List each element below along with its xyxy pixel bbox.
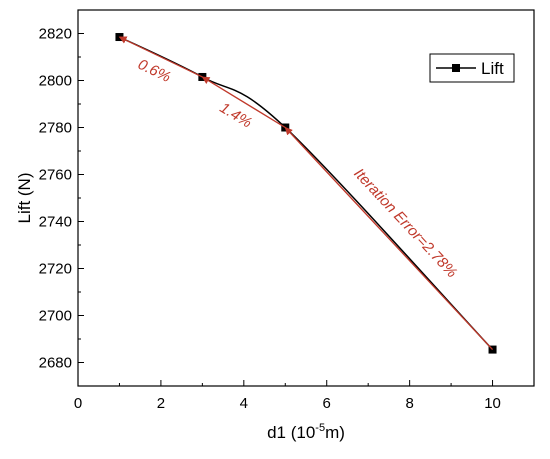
y-tick-label: 2800 — [39, 73, 72, 90]
legend-label: Lift — [481, 59, 504, 78]
y-tick-label: 2760 — [39, 167, 72, 184]
ticks-layer: 0 2 4 6 8 10 2680 2700 2720 2740 2760 2780 2800 2820 — [39, 26, 501, 413]
y-tick-label: 2740 — [39, 214, 72, 231]
y-axis-title: Lift (N) — [15, 173, 34, 224]
x-tick-label: 6 — [323, 395, 331, 412]
y-tick-label: 2700 — [39, 308, 72, 325]
legend: Lift — [429, 53, 515, 83]
annotation-label: Iteration Error=2.78% — [350, 165, 460, 281]
y-tick-label: 2720 — [39, 261, 72, 278]
y-tick-label: 2780 — [39, 120, 72, 137]
x-tick-label: 2 — [157, 395, 165, 412]
annotation-arrow — [118, 36, 203, 78]
annotation-arrow — [201, 76, 286, 129]
x-axis-title-main: d1 (10 — [267, 423, 315, 442]
y-tick-label: 2820 — [39, 26, 72, 43]
legend-marker — [452, 64, 460, 72]
annotation-label: 1.4% — [217, 99, 255, 131]
annotation-layer: 0.6%1.4%Iteration Error=2.78% — [118, 36, 494, 351]
x-axis-title: d1 (10-5m) — [267, 422, 345, 442]
x-tick-label: 10 — [484, 395, 501, 412]
x-axis-title-tail: m) — [325, 423, 345, 442]
annotation-arrow — [284, 126, 494, 351]
y-tick-label: 2680 — [39, 355, 72, 372]
x-tick-label: 4 — [240, 395, 248, 412]
x-axis-title-exponent: -5 — [315, 422, 325, 434]
series-line-lift — [119, 36, 494, 351]
x-tick-label: 8 — [405, 395, 413, 412]
x-tick-label: 0 — [74, 395, 82, 412]
